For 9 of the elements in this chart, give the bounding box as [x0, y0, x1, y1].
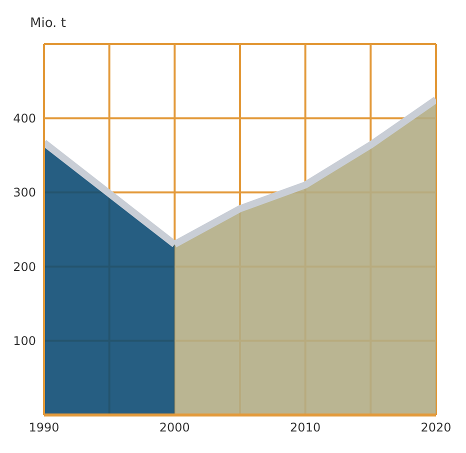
x-tick-label: 2020: [420, 420, 452, 435]
y-tick-label: 400: [13, 111, 36, 126]
y-axis-title: Mio. t: [30, 16, 66, 31]
y-tick-label: 300: [13, 186, 36, 200]
x-tick-label: 1990: [28, 420, 60, 435]
y-tick-label: 100: [13, 334, 36, 348]
y-tick-label: 200: [13, 260, 36, 274]
x-tick-label: 2010: [290, 420, 321, 435]
x-tick-label: 2000: [159, 420, 190, 435]
